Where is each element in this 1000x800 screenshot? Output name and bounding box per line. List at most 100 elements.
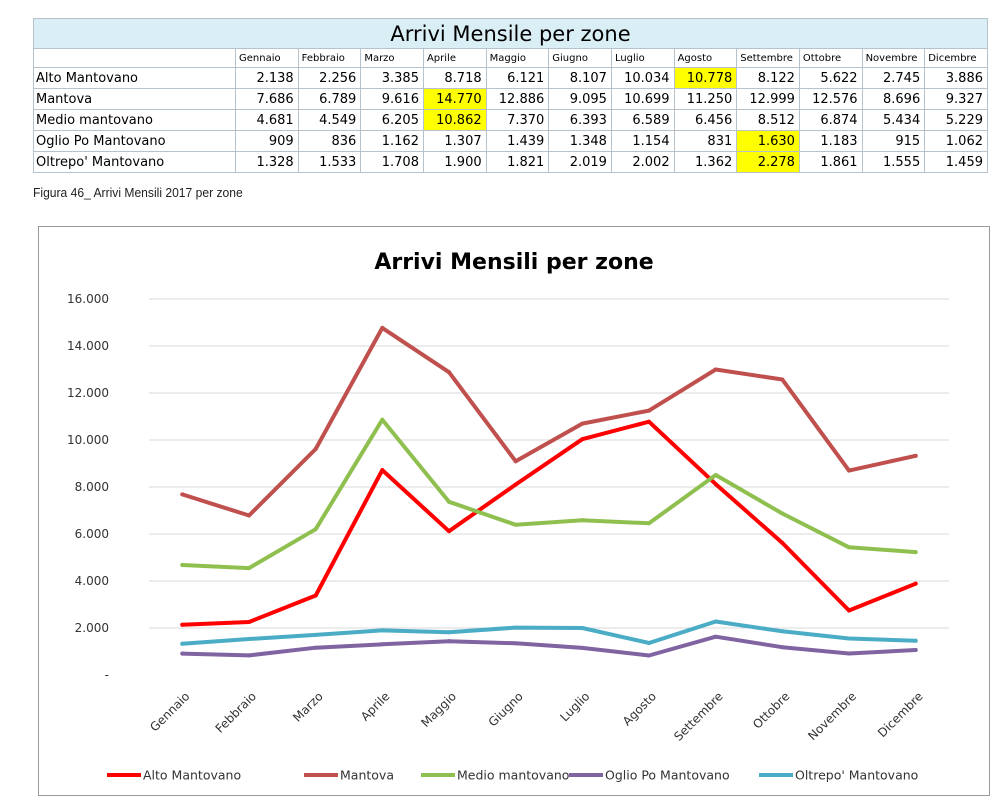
table-header-month: Giugno	[548, 48, 612, 68]
table-header-month: Ottobre	[798, 48, 863, 68]
data-point	[247, 513, 251, 518]
table-cell: 7.370	[485, 109, 550, 131]
table-cell: 12.886	[485, 88, 550, 110]
data-point	[247, 619, 251, 624]
data-point	[247, 636, 251, 641]
table-header-month: Dicembre	[924, 48, 988, 68]
x-tick-label: Ottobre	[750, 689, 792, 731]
data-point	[580, 645, 585, 650]
figure-caption: Figura 46_ Arrivi Mensili 2017 per zone	[33, 185, 243, 200]
x-tick-label: Luglio	[557, 689, 592, 724]
data-point	[447, 370, 451, 375]
table-row-zone: Medio mantovano	[33, 109, 236, 131]
table-header-month: Agosto	[673, 48, 738, 68]
table-cell: 10.034	[610, 67, 675, 89]
table-header-month: Marzo	[360, 48, 424, 68]
y-tick-label: 6.000	[75, 527, 109, 541]
table-cell: 836	[297, 130, 362, 152]
data-point	[647, 653, 651, 658]
data-point	[647, 521, 651, 526]
data-point	[513, 625, 518, 630]
chart-legend: Alto Mantovano Mantova Medio mantovano Ogli…	[107, 768, 918, 783]
table-header-month: Gennaio	[235, 48, 299, 68]
data-point	[713, 482, 718, 487]
data-point	[380, 628, 385, 633]
x-tick-label: Agosto	[620, 689, 659, 728]
table-cell: 5.622	[798, 67, 863, 89]
series-line	[180, 419, 918, 627]
chart-svg: Arrivi Mensili per zone - 2.000 4.000 6.000…	[67, 250, 949, 783]
y-tick-label: 4.000	[75, 574, 109, 588]
table-cell-highlighted: 10.778	[673, 67, 738, 89]
table-header-month: Febbraio	[297, 48, 362, 68]
table-header-row: Gennaio Febbraio Marzo Aprile Maggio Giugno Lu…	[33, 48, 988, 68]
series-alto-mantovano	[180, 419, 918, 627]
table-cell: 2.745	[861, 67, 926, 89]
table-cell-highlighted: 2.278	[736, 151, 800, 173]
data-point	[647, 419, 651, 424]
table-cell: 909	[235, 130, 299, 152]
table-cell: 8.696	[861, 88, 926, 110]
series-line	[180, 634, 918, 658]
table-cell: 1.183	[798, 130, 863, 152]
series-medio-mantovano	[180, 417, 918, 571]
arrivals-table: Arrivi Mensile per zone Gennaio Febbraio M…	[33, 18, 988, 173]
legend-label: Oltrepo' Mantovano	[795, 768, 918, 783]
data-table-container: Arrivi Mensile per zone Gennaio Febbraio M…	[33, 18, 988, 173]
legend-item: Oltrepo' Mantovano	[759, 768, 918, 783]
series-line	[180, 325, 918, 518]
legend-item: Oglio Po Mantovano	[569, 768, 730, 783]
table-cell: 9.095	[548, 88, 612, 110]
table-cell: 1.307	[422, 130, 487, 152]
table-cell: 1.439	[485, 130, 550, 152]
data-point	[513, 459, 518, 464]
legend-label: Mantova	[340, 768, 394, 783]
data-point	[580, 518, 585, 523]
x-tick-label: Settembre	[671, 689, 726, 744]
table-cell: 1.162	[360, 130, 424, 152]
table-cell: 9.327	[924, 88, 988, 110]
table-cell: 6.393	[548, 109, 612, 131]
data-point	[380, 325, 385, 330]
y-axis-ticks: - 2.000 4.000 6.000 8.000 10.000 12.000 14.000 1…	[67, 292, 109, 682]
table-cell: 831	[673, 130, 738, 152]
data-point	[780, 377, 785, 382]
x-tick-label: Gennaio	[147, 689, 192, 734]
table-cell: 5.229	[924, 109, 988, 131]
data-point	[447, 630, 451, 635]
data-point	[780, 645, 785, 650]
y-tick-label: 10.000	[67, 433, 109, 447]
table-cell: 5.434	[861, 109, 926, 131]
table-cell: 1.708	[360, 151, 424, 173]
table-cell: 1.328	[235, 151, 299, 173]
table-row: Oltrepo' Mantovano 1.328 1.533 1.708 1.900 1.…	[33, 151, 988, 173]
data-point	[580, 421, 585, 426]
data-point	[180, 641, 185, 646]
table-cell: 915	[861, 130, 926, 152]
data-point	[313, 527, 318, 532]
data-point	[780, 540, 785, 545]
data-point	[247, 653, 251, 658]
table-row: Alto Mantovano 2.138 2.256 3.385 8.718 6.121 8…	[33, 67, 988, 89]
series-oltrepo-mantovano	[180, 619, 918, 646]
data-point	[713, 367, 718, 372]
legend-item: Mantova	[304, 768, 394, 783]
data-point	[180, 492, 185, 497]
table-cell: 9.616	[360, 88, 424, 110]
table-header-month: Settembre	[736, 48, 800, 68]
table-cell: 1.348	[548, 130, 612, 152]
legend-item: Medio mantovano	[421, 768, 569, 783]
data-point	[513, 641, 518, 646]
table-cell: 10.699	[610, 88, 675, 110]
data-point	[913, 453, 918, 458]
series-mantova	[180, 325, 918, 518]
x-tick-label: Maggio	[418, 689, 459, 730]
data-point	[380, 642, 385, 647]
x-tick-label: Novembre	[805, 689, 859, 743]
x-tick-label: Aprile	[358, 689, 393, 724]
data-point	[380, 417, 385, 422]
data-point	[447, 639, 451, 644]
y-tick-label: 14.000	[67, 339, 109, 353]
table-body: Alto Mantovano 2.138 2.256 3.385 8.718 6.121 8…	[33, 67, 988, 173]
table-cell: 1.459	[924, 151, 988, 173]
